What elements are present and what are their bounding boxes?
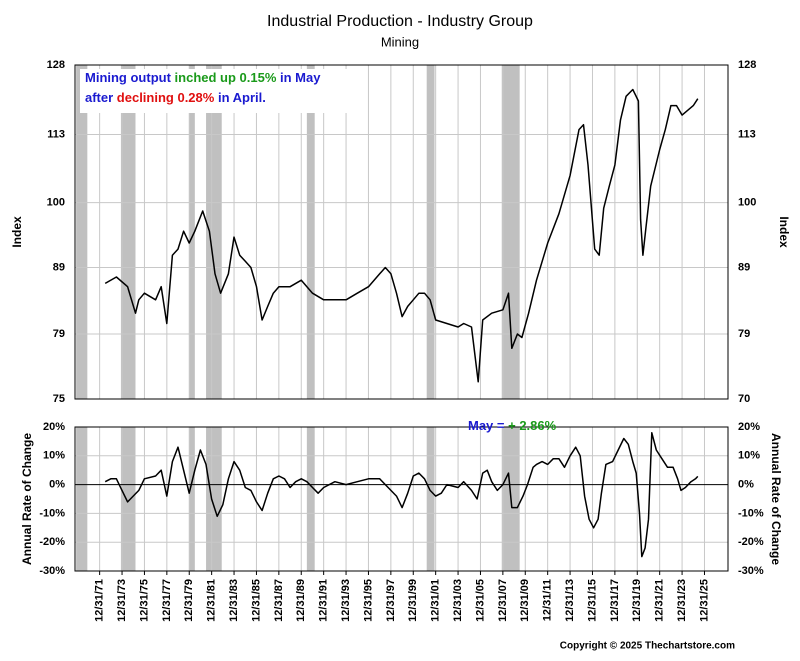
annotation-part: declining 0.28% xyxy=(113,90,215,105)
x-tick-label: 12/31/01 xyxy=(430,579,442,622)
recession-band xyxy=(426,65,435,399)
y2-tick-label: 113 xyxy=(738,128,756,140)
recession-band xyxy=(189,427,195,571)
x-tick-label: 12/31/93 xyxy=(340,579,352,622)
data-line xyxy=(104,88,699,383)
y2-tick-label: -10% xyxy=(738,507,764,519)
y2-tick-label: 79 xyxy=(738,328,750,340)
x-tick-label: 12/31/99 xyxy=(407,579,419,622)
x-tick-label: 12/31/25 xyxy=(698,579,710,622)
x-tick-label: 12/31/17 xyxy=(609,579,621,622)
y2-tick-label: 89 xyxy=(738,261,750,273)
y-tick-label: 79 xyxy=(53,328,65,340)
x-tick-label: 12/31/81 xyxy=(206,579,218,622)
y2-tick-label: 128 xyxy=(738,59,756,71)
x-tick-label: 12/31/73 xyxy=(116,579,128,622)
recession-band xyxy=(501,65,520,399)
y-tick-label: 75 xyxy=(53,393,65,405)
x-tick-label: 12/31/89 xyxy=(295,579,307,622)
recession-band xyxy=(306,427,315,571)
x-tick-label: 12/31/15 xyxy=(586,579,598,622)
y-tick-label: 113 xyxy=(47,128,65,140)
annotation-part: in May xyxy=(276,70,321,85)
y-tick-label: 100 xyxy=(47,196,65,208)
y-tick-label: -20% xyxy=(39,536,65,548)
x-tick-label: 12/31/97 xyxy=(385,579,397,622)
y-tick-label: 128 xyxy=(47,59,65,71)
y2-tick-label: 0% xyxy=(738,479,754,491)
x-tick-label: 12/31/71 xyxy=(94,579,106,622)
x-tick-label: 12/31/95 xyxy=(362,579,374,622)
y-axis-label: Index xyxy=(10,216,24,248)
recession-band xyxy=(76,65,88,399)
x-tick-label: 12/31/11 xyxy=(542,579,554,621)
recession-band xyxy=(120,65,136,399)
chart-title: Industrial Production - Industry Group xyxy=(267,13,533,30)
recession-band xyxy=(120,427,136,571)
x-tick-label: 12/31/09 xyxy=(519,579,531,622)
recession-band xyxy=(76,427,88,571)
annotation-box xyxy=(80,69,352,113)
y2-axis-label: Annual Rate of Change xyxy=(769,433,783,565)
y-tick-label: -10% xyxy=(39,507,65,519)
annotation-part: in April. xyxy=(214,90,266,105)
y2-tick-label: 20% xyxy=(738,421,760,433)
recession-band xyxy=(206,427,222,571)
plot-frame xyxy=(74,426,729,572)
y2-tick-label: 10% xyxy=(738,450,760,462)
plot-frame xyxy=(74,64,729,400)
annotation-part: inched up 0.15% xyxy=(171,70,277,85)
recession-band xyxy=(206,65,222,399)
recession-band xyxy=(189,65,195,399)
x-tick-label: 12/31/13 xyxy=(564,579,576,622)
annotation: May = + 2.86% xyxy=(468,418,557,433)
y-tick-label: 89 xyxy=(53,261,65,273)
data-line xyxy=(104,432,699,558)
y-tick-label: 20% xyxy=(43,421,65,433)
x-tick-label: 12/31/87 xyxy=(273,579,285,622)
y2-axis-label: Index xyxy=(777,216,791,248)
y2-tick-label: 70 xyxy=(738,393,750,405)
x-tick-label: 12/31/75 xyxy=(138,579,150,622)
recession-band xyxy=(306,65,315,399)
annotation-part: + 2.86% xyxy=(505,418,557,433)
annotation: after declining 0.28% in April. xyxy=(85,90,266,105)
x-tick-label: 12/31/05 xyxy=(474,579,486,622)
x-tick-label: 12/31/03 xyxy=(452,579,464,622)
annotation-part: after xyxy=(85,90,113,105)
annotation-part: May = xyxy=(468,418,505,433)
footer: Copyright © 2025 Thechartstore.com xyxy=(560,641,735,652)
annotation-part: Mining output xyxy=(85,70,172,85)
y2-tick-label: -30% xyxy=(738,565,764,577)
y-axis-label: Annual Rate of Change xyxy=(20,433,34,565)
y2-tick-label: -20% xyxy=(738,536,764,548)
x-tick-label: 12/31/19 xyxy=(631,579,643,622)
y-tick-label: -30% xyxy=(39,565,65,577)
chart-subtitle: Mining xyxy=(381,34,419,49)
x-tick-label: 12/31/07 xyxy=(497,579,509,622)
x-tick-label: 12/31/77 xyxy=(161,579,173,622)
y2-tick-label: 100 xyxy=(738,196,756,208)
y-tick-label: 0% xyxy=(49,479,65,491)
annotation: Mining output inched up 0.15% in May xyxy=(85,70,321,85)
recession-band xyxy=(426,427,435,571)
x-tick-label: 12/31/21 xyxy=(654,579,666,622)
x-tick-label: 12/31/83 xyxy=(228,579,240,622)
x-tick-label: 12/31/23 xyxy=(676,579,688,622)
x-tick-label: 12/31/91 xyxy=(318,579,330,622)
x-tick-label: 12/31/85 xyxy=(250,579,262,622)
y-tick-label: 10% xyxy=(43,450,65,462)
x-tick-label: 12/31/79 xyxy=(183,579,195,622)
